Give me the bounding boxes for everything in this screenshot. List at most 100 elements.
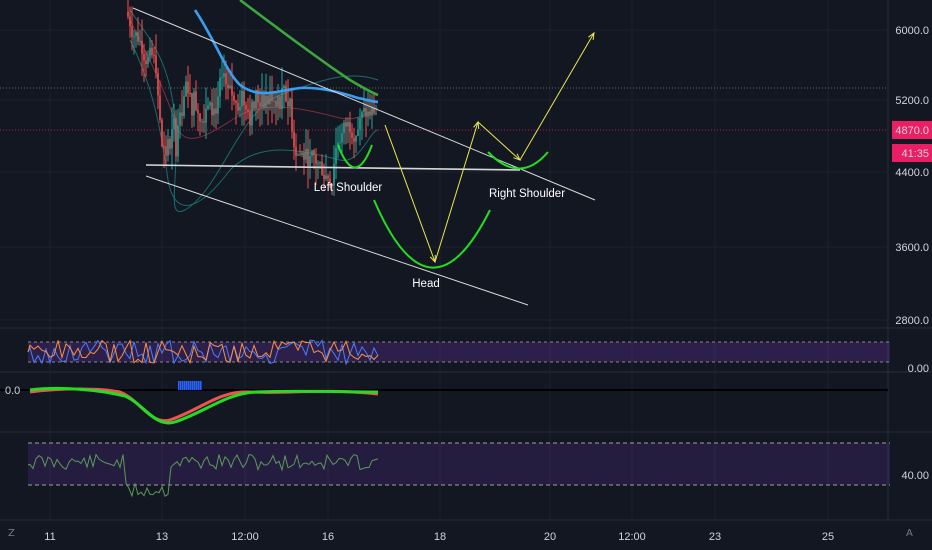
candle <box>165 135 167 166</box>
candle-body <box>351 132 353 138</box>
candle <box>345 117 347 145</box>
candle <box>365 99 367 138</box>
candle-body <box>145 60 147 65</box>
candle <box>259 88 261 127</box>
candle-body <box>195 91 197 110</box>
candle-body <box>179 112 181 126</box>
time-tick-label: 25 <box>822 531 834 543</box>
price-tick-label: 5200.0 <box>895 95 929 107</box>
macd-hist-bar <box>180 381 182 390</box>
candle <box>301 150 303 157</box>
candle <box>213 87 215 128</box>
candle <box>283 84 285 109</box>
time-tick-label: 12:00 <box>231 531 259 543</box>
left-shoulder-arc <box>337 144 373 169</box>
candle-body <box>209 102 211 106</box>
candle-body <box>235 100 237 103</box>
macd-hist-bar <box>188 381 190 390</box>
time-tick-label: 20 <box>544 531 556 543</box>
current-price-label: 4870.0 <box>895 125 929 137</box>
candle-body <box>303 152 305 160</box>
candle-body <box>291 98 293 132</box>
candle <box>133 29 135 55</box>
candle <box>135 30 137 48</box>
time-tick-label: 23 <box>709 531 721 543</box>
long-moving-average-line <box>239 0 379 97</box>
macd-hist-bar <box>184 381 186 390</box>
macd-hist-bar <box>196 381 198 390</box>
candle <box>193 88 195 127</box>
candle <box>155 34 157 79</box>
candle-body <box>219 77 221 97</box>
candle <box>349 111 351 150</box>
candle <box>189 74 191 98</box>
candle-body <box>339 142 341 144</box>
candle <box>205 87 207 139</box>
candle <box>239 90 241 118</box>
candle <box>207 97 209 111</box>
candle-body <box>305 148 307 160</box>
candle <box>339 124 341 149</box>
candle-body <box>313 150 315 155</box>
candle-body <box>309 156 311 166</box>
candle-body <box>231 85 233 96</box>
candle <box>167 129 169 162</box>
candle <box>367 91 369 127</box>
candle-body <box>363 108 365 113</box>
candle <box>375 104 377 116</box>
zoom-button[interactable]: Z <box>8 528 15 539</box>
candle <box>235 100 237 125</box>
lower-channel-line <box>145 175 529 306</box>
projection-arrow-target-head <box>588 31 595 41</box>
candle-body <box>277 96 279 107</box>
candle-body <box>163 146 165 148</box>
macd-line <box>29 387 379 423</box>
candle <box>347 117 349 144</box>
candle-body <box>237 102 239 111</box>
candle-body <box>301 152 303 155</box>
candle-body <box>307 148 309 166</box>
candle <box>327 173 329 182</box>
rsi-line <box>27 453 379 498</box>
candle <box>143 43 145 83</box>
candle-body <box>335 147 337 164</box>
candle-body <box>229 85 231 89</box>
candle-body <box>181 112 183 116</box>
candle-body <box>227 84 229 89</box>
candle-body <box>131 26 133 37</box>
candle-body <box>211 102 213 116</box>
candle-body <box>333 163 335 186</box>
candle-body <box>367 111 369 117</box>
candle-body <box>215 108 217 114</box>
candle <box>179 104 181 139</box>
auto-scale-button[interactable]: A <box>906 528 913 539</box>
candle-body <box>187 81 189 93</box>
candle-body <box>203 121 205 123</box>
right-shoulder-arc <box>487 151 549 170</box>
candle <box>317 160 319 180</box>
candle <box>303 143 305 175</box>
candle <box>247 97 249 120</box>
candle-body <box>285 86 287 102</box>
candle-body <box>361 112 363 119</box>
macd-hist-bar <box>192 381 194 390</box>
candle-body <box>151 47 153 56</box>
rsi-level-label: 40.00 <box>901 470 929 482</box>
projection-arrow-retrace <box>477 121 521 161</box>
candle-body <box>359 118 361 130</box>
candle <box>185 75 187 98</box>
candle-body <box>263 94 265 108</box>
candle <box>151 40 153 59</box>
candle <box>145 50 147 77</box>
candle-body <box>317 163 319 165</box>
candle-body <box>149 47 151 57</box>
candle-body <box>127 11 129 17</box>
time-tick-label: 18 <box>434 531 446 543</box>
price-tick-label: 2800.0 <box>895 315 929 327</box>
candle-body <box>191 93 193 116</box>
candle-body <box>281 88 283 110</box>
candle-body <box>345 122 347 127</box>
candle <box>295 133 297 171</box>
candle-body <box>139 40 141 42</box>
